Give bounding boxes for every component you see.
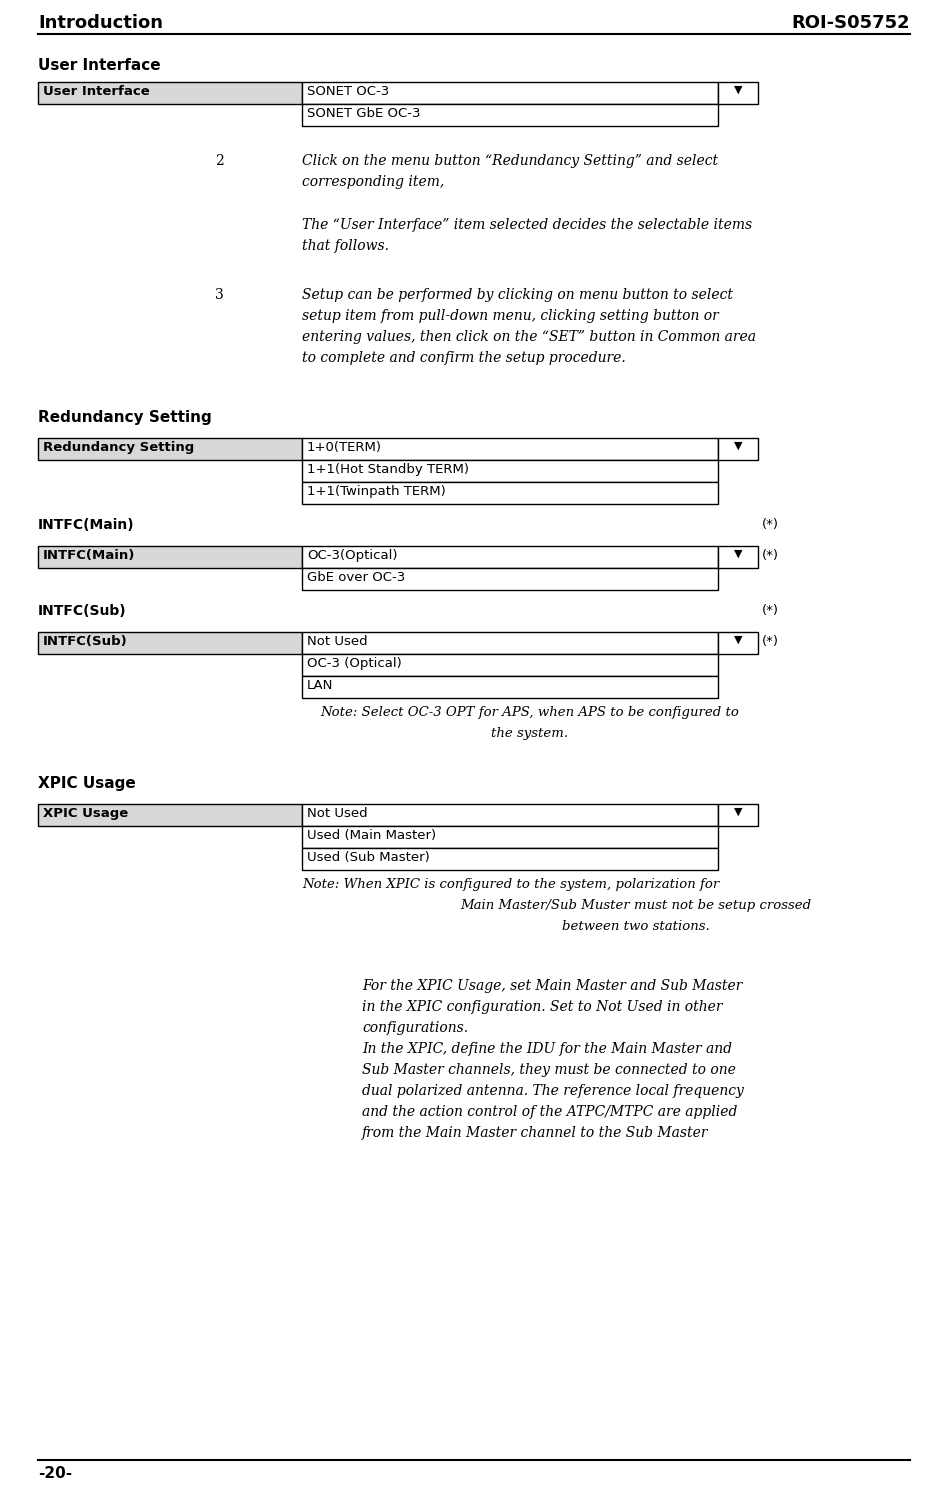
Text: 1+1(Hot Standby TERM): 1+1(Hot Standby TERM) [307, 463, 468, 476]
Text: SONET OC-3: SONET OC-3 [307, 85, 389, 99]
Bar [302, 105, 717, 125]
Text: OC-3(Optical): OC-3(Optical) [307, 549, 397, 561]
Bar [717, 82, 757, 105]
Text: ▼: ▼ [733, 635, 741, 645]
Bar [717, 437, 757, 460]
Text: XPIC Usage: XPIC Usage [43, 808, 128, 820]
Text: -20-: -20- [38, 1466, 72, 1481]
Bar [302, 654, 717, 676]
Text: between two stations.: between two stations. [562, 920, 709, 933]
Bar [302, 848, 717, 870]
Bar [302, 482, 717, 505]
Bar [38, 805, 302, 826]
Bar [717, 632, 757, 654]
Text: Redundancy Setting: Redundancy Setting [38, 411, 211, 426]
Text: Main Master/Sub Muster must not be setup crossed: Main Master/Sub Muster must not be setup… [460, 899, 811, 912]
Text: to complete and confirm the setup procedure.: to complete and confirm the setup proced… [302, 351, 625, 364]
Text: the system.: the system. [491, 727, 568, 741]
Text: The “User Interface” item selected decides the selectable items: The “User Interface” item selected decid… [302, 218, 751, 231]
Bar [302, 805, 717, 826]
Text: corresponding item,: corresponding item, [302, 175, 444, 190]
Text: 1+0(TERM): 1+0(TERM) [307, 440, 381, 454]
Text: (*): (*) [761, 518, 778, 532]
Bar [302, 567, 717, 590]
Text: from the Main Master channel to the Sub Master: from the Main Master channel to the Sub … [362, 1126, 708, 1141]
Text: Not Used: Not Used [307, 808, 367, 820]
Text: Click on the menu button “Redundancy Setting” and select: Click on the menu button “Redundancy Set… [302, 154, 717, 169]
Text: ▼: ▼ [733, 808, 741, 817]
Text: SONET GbE OC-3: SONET GbE OC-3 [307, 107, 420, 119]
Bar [717, 546, 757, 567]
Text: 1+1(Twinpath TERM): 1+1(Twinpath TERM) [307, 485, 446, 499]
Text: ▼: ▼ [733, 440, 741, 451]
Text: Introduction: Introduction [38, 13, 162, 31]
Text: For the XPIC Usage, set Main Master and Sub Master: For the XPIC Usage, set Main Master and … [362, 979, 742, 993]
Text: that follows.: that follows. [302, 239, 389, 252]
Text: setup item from pull-down menu, clicking setting button or: setup item from pull-down menu, clicking… [302, 309, 718, 322]
Text: Note: Select OC-3 OPT for APS, when APS to be configured to: Note: Select OC-3 OPT for APS, when APS … [320, 706, 738, 720]
Bar [38, 82, 302, 105]
Text: (*): (*) [761, 605, 778, 617]
Text: in the XPIC configuration. Set to Not Used in other: in the XPIC configuration. Set to Not Us… [362, 1000, 722, 1014]
Text: Setup can be performed by clicking on menu button to select: Setup can be performed by clicking on me… [302, 288, 733, 302]
Text: ▼: ▼ [733, 85, 741, 96]
Text: Sub Master channels, they must be connected to one: Sub Master channels, they must be connec… [362, 1063, 735, 1076]
Text: User Interface: User Interface [43, 85, 149, 99]
Text: dual polarized antenna. The reference local frequency: dual polarized antenna. The reference lo… [362, 1084, 743, 1097]
Bar [302, 546, 717, 567]
Text: INTFC(Main): INTFC(Main) [38, 518, 134, 532]
Text: INTFC(Main): INTFC(Main) [43, 549, 135, 561]
Text: INTFC(Sub): INTFC(Sub) [43, 635, 127, 648]
Text: 3: 3 [215, 288, 224, 302]
Text: entering values, then click on the “SET” button in Common area: entering values, then click on the “SET”… [302, 330, 755, 343]
Text: Not Used: Not Used [307, 635, 367, 648]
Text: In the XPIC, define the IDU for the Main Master and: In the XPIC, define the IDU for the Main… [362, 1042, 732, 1056]
Text: GbE over OC-3: GbE over OC-3 [307, 570, 405, 584]
Bar [38, 437, 302, 460]
Text: XPIC Usage: XPIC Usage [38, 776, 136, 791]
Text: Note: When XPIC is configured to the system, polarization for: Note: When XPIC is configured to the sys… [302, 878, 718, 891]
Text: ROI-S05752: ROI-S05752 [790, 13, 909, 31]
Text: OC-3 (Optical): OC-3 (Optical) [307, 657, 401, 670]
Text: User Interface: User Interface [38, 58, 160, 73]
Text: Used (Main Master): Used (Main Master) [307, 829, 436, 842]
Bar [38, 632, 302, 654]
Bar [302, 460, 717, 482]
Text: ▼: ▼ [733, 549, 741, 558]
Text: INTFC(Sub): INTFC(Sub) [38, 605, 126, 618]
Text: LAN: LAN [307, 679, 333, 691]
Text: (*): (*) [761, 635, 778, 648]
Text: 2: 2 [215, 154, 224, 169]
Text: configurations.: configurations. [362, 1021, 467, 1035]
Text: (*): (*) [761, 549, 778, 561]
Text: and the action control of the ATPC/MTPC are applied: and the action control of the ATPC/MTPC … [362, 1105, 736, 1118]
Bar [302, 826, 717, 848]
Bar [717, 805, 757, 826]
Bar [38, 546, 302, 567]
Bar [302, 437, 717, 460]
Text: Used (Sub Master): Used (Sub Master) [307, 851, 430, 864]
Text: Redundancy Setting: Redundancy Setting [43, 440, 194, 454]
Bar [302, 676, 717, 699]
Bar [302, 632, 717, 654]
Bar [302, 82, 717, 105]
